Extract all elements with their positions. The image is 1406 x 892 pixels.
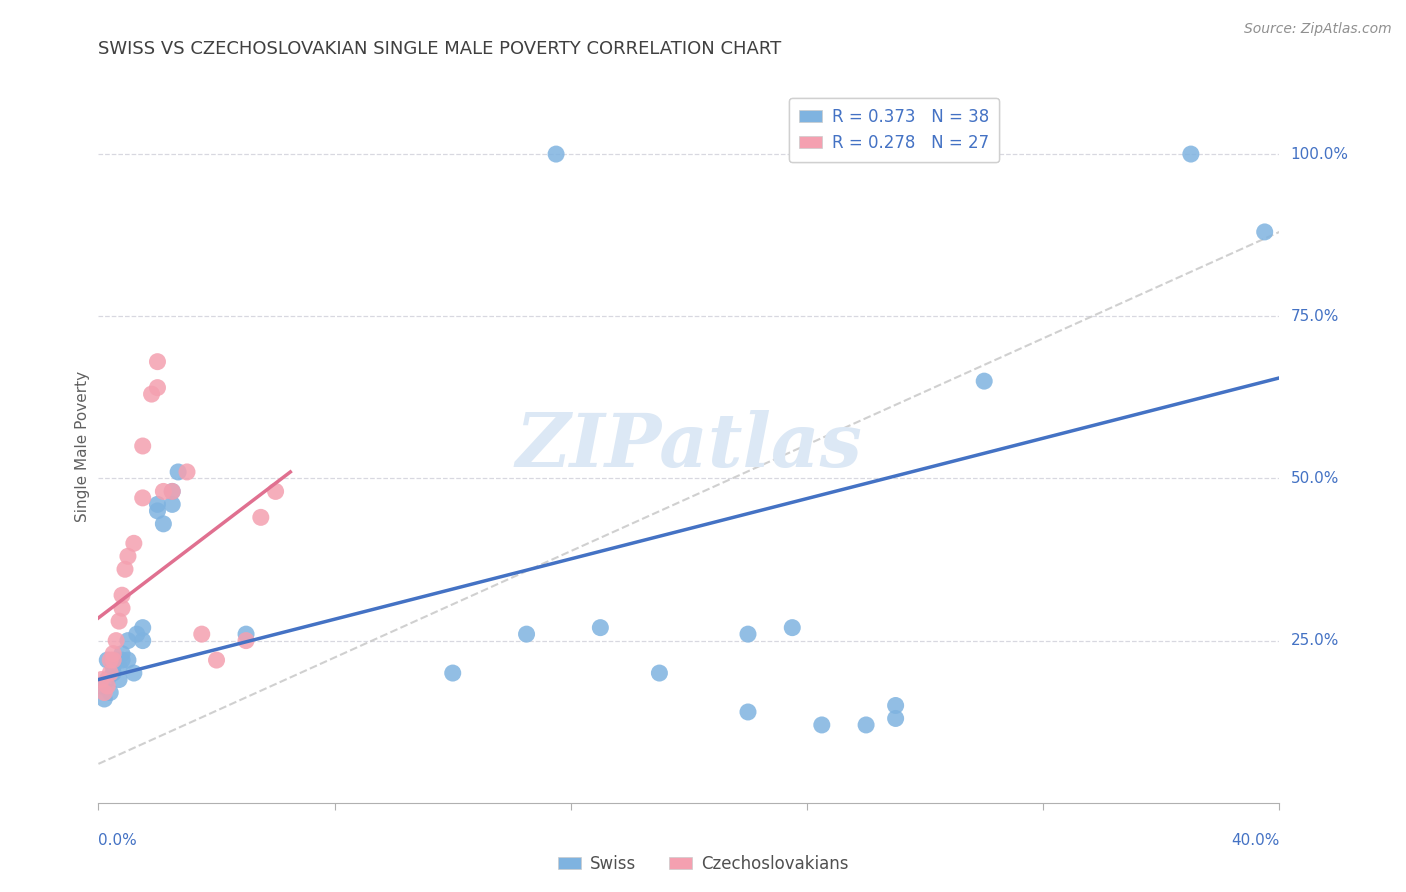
Point bbox=[122, 666, 145, 681]
Point bbox=[515, 627, 537, 641]
Point bbox=[235, 627, 257, 641]
Point bbox=[152, 516, 174, 531]
Point bbox=[90, 679, 112, 693]
Point bbox=[441, 666, 464, 681]
Point bbox=[648, 666, 671, 681]
Text: 50.0%: 50.0% bbox=[1291, 471, 1339, 486]
Text: SWISS VS CZECHOSLOVAKIAN SINGLE MALE POVERTY CORRELATION CHART: SWISS VS CZECHOSLOVAKIAN SINGLE MALE POV… bbox=[98, 40, 782, 58]
Point bbox=[93, 685, 115, 699]
Point bbox=[105, 633, 128, 648]
Y-axis label: Single Male Poverty: Single Male Poverty bbox=[75, 370, 90, 522]
Point bbox=[737, 705, 759, 719]
Point bbox=[122, 536, 145, 550]
Point bbox=[111, 653, 134, 667]
Point bbox=[132, 439, 155, 453]
Point bbox=[146, 504, 169, 518]
Text: 0.0%: 0.0% bbox=[98, 833, 138, 848]
Text: 25.0%: 25.0% bbox=[1291, 633, 1339, 648]
Point bbox=[117, 633, 139, 648]
Point bbox=[98, 666, 121, 681]
Point bbox=[98, 685, 121, 699]
Point bbox=[108, 614, 131, 628]
Point bbox=[162, 497, 183, 511]
Point bbox=[191, 627, 214, 641]
Text: ZIPatlas: ZIPatlas bbox=[516, 409, 862, 483]
Point bbox=[96, 673, 118, 687]
Point bbox=[146, 497, 169, 511]
Point bbox=[205, 653, 228, 667]
Point bbox=[782, 621, 804, 635]
Point bbox=[884, 711, 907, 725]
Point bbox=[98, 653, 121, 667]
Point bbox=[96, 679, 118, 693]
Point bbox=[162, 484, 183, 499]
Point bbox=[141, 387, 163, 401]
Point bbox=[108, 659, 131, 673]
Point bbox=[103, 647, 125, 661]
Point bbox=[117, 549, 139, 564]
Legend: R = 0.373   N = 38, R = 0.278   N = 27: R = 0.373 N = 38, R = 0.278 N = 27 bbox=[789, 97, 1000, 161]
Point bbox=[152, 484, 174, 499]
Point bbox=[132, 491, 155, 505]
Point bbox=[589, 621, 612, 635]
Point bbox=[737, 627, 759, 641]
Point bbox=[90, 673, 112, 687]
Text: Source: ZipAtlas.com: Source: ZipAtlas.com bbox=[1244, 22, 1392, 37]
Text: 100.0%: 100.0% bbox=[1291, 146, 1348, 161]
Point bbox=[167, 465, 190, 479]
Point bbox=[114, 562, 136, 576]
Point bbox=[117, 653, 139, 667]
Point bbox=[162, 484, 183, 499]
Point bbox=[264, 484, 287, 499]
Point bbox=[810, 718, 832, 732]
Text: 75.0%: 75.0% bbox=[1291, 309, 1339, 324]
Point bbox=[146, 354, 169, 368]
Point bbox=[132, 633, 155, 648]
Point bbox=[973, 374, 995, 388]
Point bbox=[235, 633, 257, 648]
Point bbox=[111, 601, 134, 615]
Text: 40.0%: 40.0% bbox=[1232, 833, 1279, 848]
Point bbox=[884, 698, 907, 713]
Point bbox=[96, 653, 118, 667]
Point bbox=[105, 653, 128, 667]
Legend: Swiss, Czechoslovakians: Swiss, Czechoslovakians bbox=[551, 848, 855, 880]
Point bbox=[125, 627, 148, 641]
Point bbox=[111, 647, 134, 661]
Point bbox=[132, 621, 155, 635]
Point bbox=[111, 588, 134, 602]
Point bbox=[103, 653, 125, 667]
Point bbox=[103, 659, 125, 673]
Point bbox=[108, 673, 131, 687]
Point bbox=[93, 692, 115, 706]
Point bbox=[250, 510, 273, 524]
Point bbox=[855, 718, 877, 732]
Point bbox=[103, 666, 125, 681]
Point bbox=[146, 381, 169, 395]
Point bbox=[1180, 147, 1202, 161]
Point bbox=[544, 147, 567, 161]
Point bbox=[176, 465, 198, 479]
Point bbox=[1254, 225, 1277, 239]
